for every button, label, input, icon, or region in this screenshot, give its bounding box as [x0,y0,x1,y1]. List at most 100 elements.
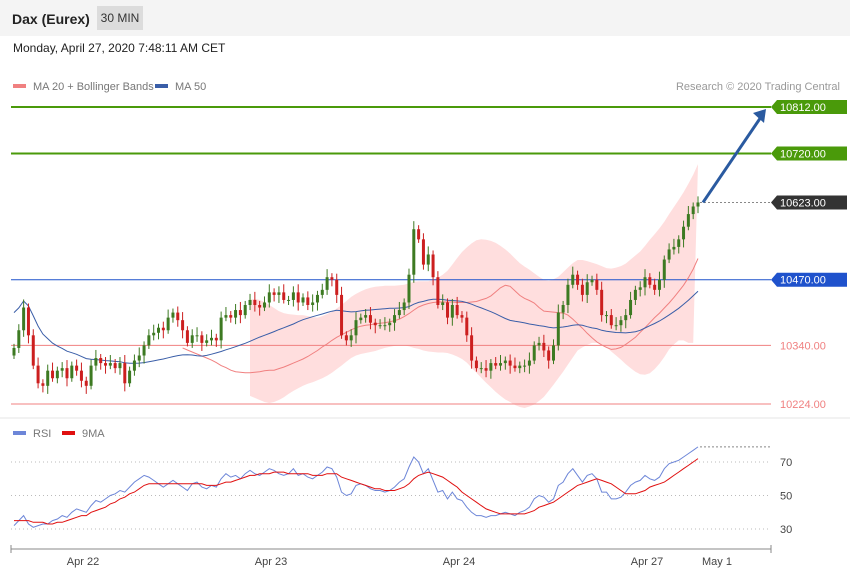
candle-body [624,315,628,321]
candle-body [368,315,372,323]
support-level-label: 10224.00 [780,399,826,411]
candle-body [523,365,527,367]
candle-body [205,340,209,343]
candle-body [142,345,146,356]
rsi-y-tick-label: 70 [780,457,792,469]
candle-body [686,214,690,227]
candle-body [340,294,344,336]
pivot-level-tag [771,272,847,287]
bollinger-band [250,164,698,408]
candle-body [551,345,555,361]
candle-body [258,305,262,308]
forecast-arrowhead [753,109,766,123]
x-tick-label: Apr 23 [255,556,287,568]
candle-body [152,332,156,336]
x-tick-label: May 1 [702,556,732,568]
candle-body [311,302,315,305]
candle-body [499,363,503,366]
candle-body [238,310,242,316]
candle-body [344,335,348,341]
candle-body [253,299,257,305]
candle-body [291,292,295,300]
support-level-label: 10340.00 [780,340,826,352]
candle-body [219,317,223,341]
candle-body [248,299,252,305]
ma20-legend-label: MA 20 + Bollinger Bands [33,81,154,93]
resistance-level-label: 10720.00 [780,148,826,160]
candle-body [94,358,98,366]
candle-body [31,335,35,366]
candle-body [209,337,213,341]
candle-body [113,363,117,369]
candle-body [123,363,127,384]
candle-body [484,368,488,371]
candle-body [65,368,69,379]
candle-body [12,347,16,356]
candle-body [104,363,108,366]
candle-body [176,312,180,321]
timestamp-label: Monday, April 27, 2020 7:48:11 AM CET [13,41,226,55]
instrument-title: Dax (Eurex) [12,11,90,27]
candle-body [378,325,382,327]
pivot-level-label: 10470.00 [780,275,826,287]
candle-body [503,360,507,364]
candle-body [566,284,570,305]
candle-body [335,279,339,295]
candle-body [195,335,199,337]
candle-body [388,322,392,326]
candle-body [537,342,541,346]
price-plot: 10812.00 10720.00 10623.00 10470.00 10340.00… [11,100,847,411]
candle-body [75,365,79,371]
candle-body [609,315,613,326]
candle-body [547,350,551,361]
candle-body [672,246,676,250]
candle-body [41,383,45,386]
candle-body [296,292,300,303]
candle-body [224,315,228,318]
candle-body [556,312,560,346]
candle-body [137,355,141,361]
candle-body [580,284,584,295]
candle-body [70,365,74,379]
candle-body [161,327,165,331]
ma20-line [182,258,699,374]
candle-body [662,259,666,280]
candle-body [677,239,681,247]
candle-body [118,363,122,369]
x-tick-label: Apr 24 [443,556,475,568]
candle-body [128,370,132,384]
candle-body [325,277,329,290]
rsi-ma-line [14,458,699,525]
candle-body [267,292,271,303]
candle-body [542,342,546,351]
candle-body [614,325,618,327]
rsi-y-tick-label: 50 [780,491,792,503]
candle-body [691,206,695,215]
candle-body [36,365,40,384]
candle-body [446,302,450,318]
candle-body [272,292,276,295]
candle-body [99,358,103,364]
candle-body [229,315,233,318]
candle-body [214,337,218,341]
candle-body [301,297,305,303]
candle-body [26,307,30,336]
candle-body [171,312,175,318]
candle-body [619,320,623,326]
candle-body [89,365,93,386]
candle-body [489,363,493,371]
candle-body [648,277,652,285]
rsi-legend-swatch [13,431,26,435]
candle-body [190,335,194,343]
last-level-label: 10623.00 [780,197,826,209]
rsi-line [13,446,699,528]
candle-body [657,279,661,290]
candle-body [421,239,425,265]
candle-body [561,305,565,313]
candle-body [166,317,170,331]
candle-body [320,289,324,295]
candle-body [157,327,161,333]
timeframe-button[interactable]: 30 MIN [97,6,143,30]
candle-body [527,360,531,366]
